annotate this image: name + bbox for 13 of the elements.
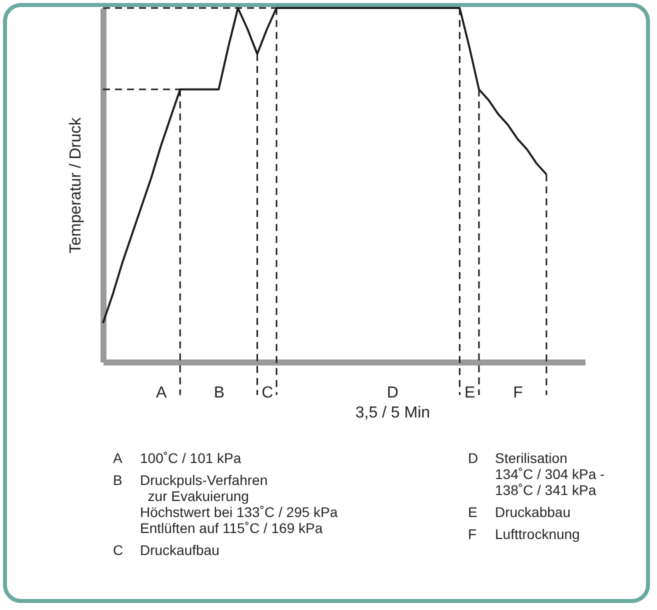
text: D Sterilisation 134˚C / 304 kPa - 138˚C / 341 kPa (468, 450, 605, 498)
x-tick-label: E (464, 384, 476, 402)
text: B Druckpuls-Verfahren zur Evakuierung Höchstwert bei 133˚C / 295 kPa Entlüften auf 115˚C / 169 kPa (113, 472, 338, 536)
text: C Druckaufbau (113, 542, 220, 558)
text: E Druckabbau (468, 504, 570, 520)
x-tick-label: C (262, 384, 274, 402)
x-tick-label: D 3,5 / 5 Min (355, 384, 430, 422)
y-axis-title: Temperatur / Druck (68, 116, 84, 254)
text: A 100˚C / 101 kPa (113, 450, 242, 466)
x-tick-label: B (214, 384, 225, 402)
text: F Lufttrocknung (468, 526, 580, 542)
x-tick-label: F (513, 384, 524, 402)
x-tick-label: A (156, 384, 168, 402)
